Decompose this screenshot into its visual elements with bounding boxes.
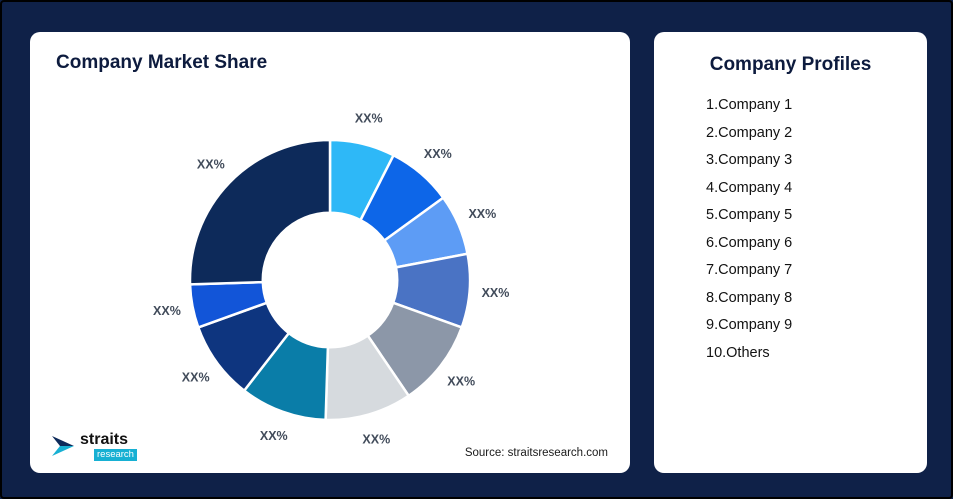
profile-list-item: 10.Others [706,344,770,361]
donut-segment-10 [188,138,332,286]
profile-list-item: 1.Company 1 [706,97,793,113]
slice-label-4: XX% [482,286,510,300]
slice-label-5: XX% [447,375,475,389]
slice-label-1: XX% [355,112,383,126]
profile-list-item: 8.Company 8 [706,289,793,306]
slice-label-6: XX% [362,432,390,446]
profile-list-item: 9.Company 9 [706,317,793,333]
slice-label-7: XX% [260,429,288,443]
company-profiles-title: Company Profiles [709,54,872,75]
market-share-title: Company Market Share [56,52,268,73]
profile-list-item: 2.Company 2 [706,124,793,141]
company-profiles-list: 1.Company 1 2.Company 2 3.Company 3 4.Co… [706,92,927,367]
slice-label-3: XX% [468,207,496,221]
slice-label-10: XX% [197,157,225,171]
logo-text-research: research [94,449,137,461]
market-share-card: Company Market Share XX% XX% XX% XX% XX% XX% X… [30,32,630,473]
logo-text-straits: straits [80,431,129,448]
profile-list-item: 3.Company 3 [706,152,793,168]
company-profiles-card: Company Profiles 1.Company 1 2.Company 2… [654,32,927,473]
slice-label-9: XX% [153,304,181,318]
profile-list-item: 6.Company 6 [706,234,793,251]
profile-list-item: 5.Company 5 [706,207,793,223]
straits-logo-icon [52,436,74,456]
donut-chart: XX% XX% XX% XX% XX% XX% XX% XX% XX% XX% [153,112,510,447]
slice-label-8: XX% [182,371,210,385]
slice-label-2: XX% [424,147,452,161]
profile-list-item: 4.Company 4 [706,179,793,196]
straits-research-logo: straits research [50,431,137,461]
source-attribution: Source: straitsresearch.com [464,447,608,459]
profile-list-item: 7.Company 7 [706,262,793,278]
